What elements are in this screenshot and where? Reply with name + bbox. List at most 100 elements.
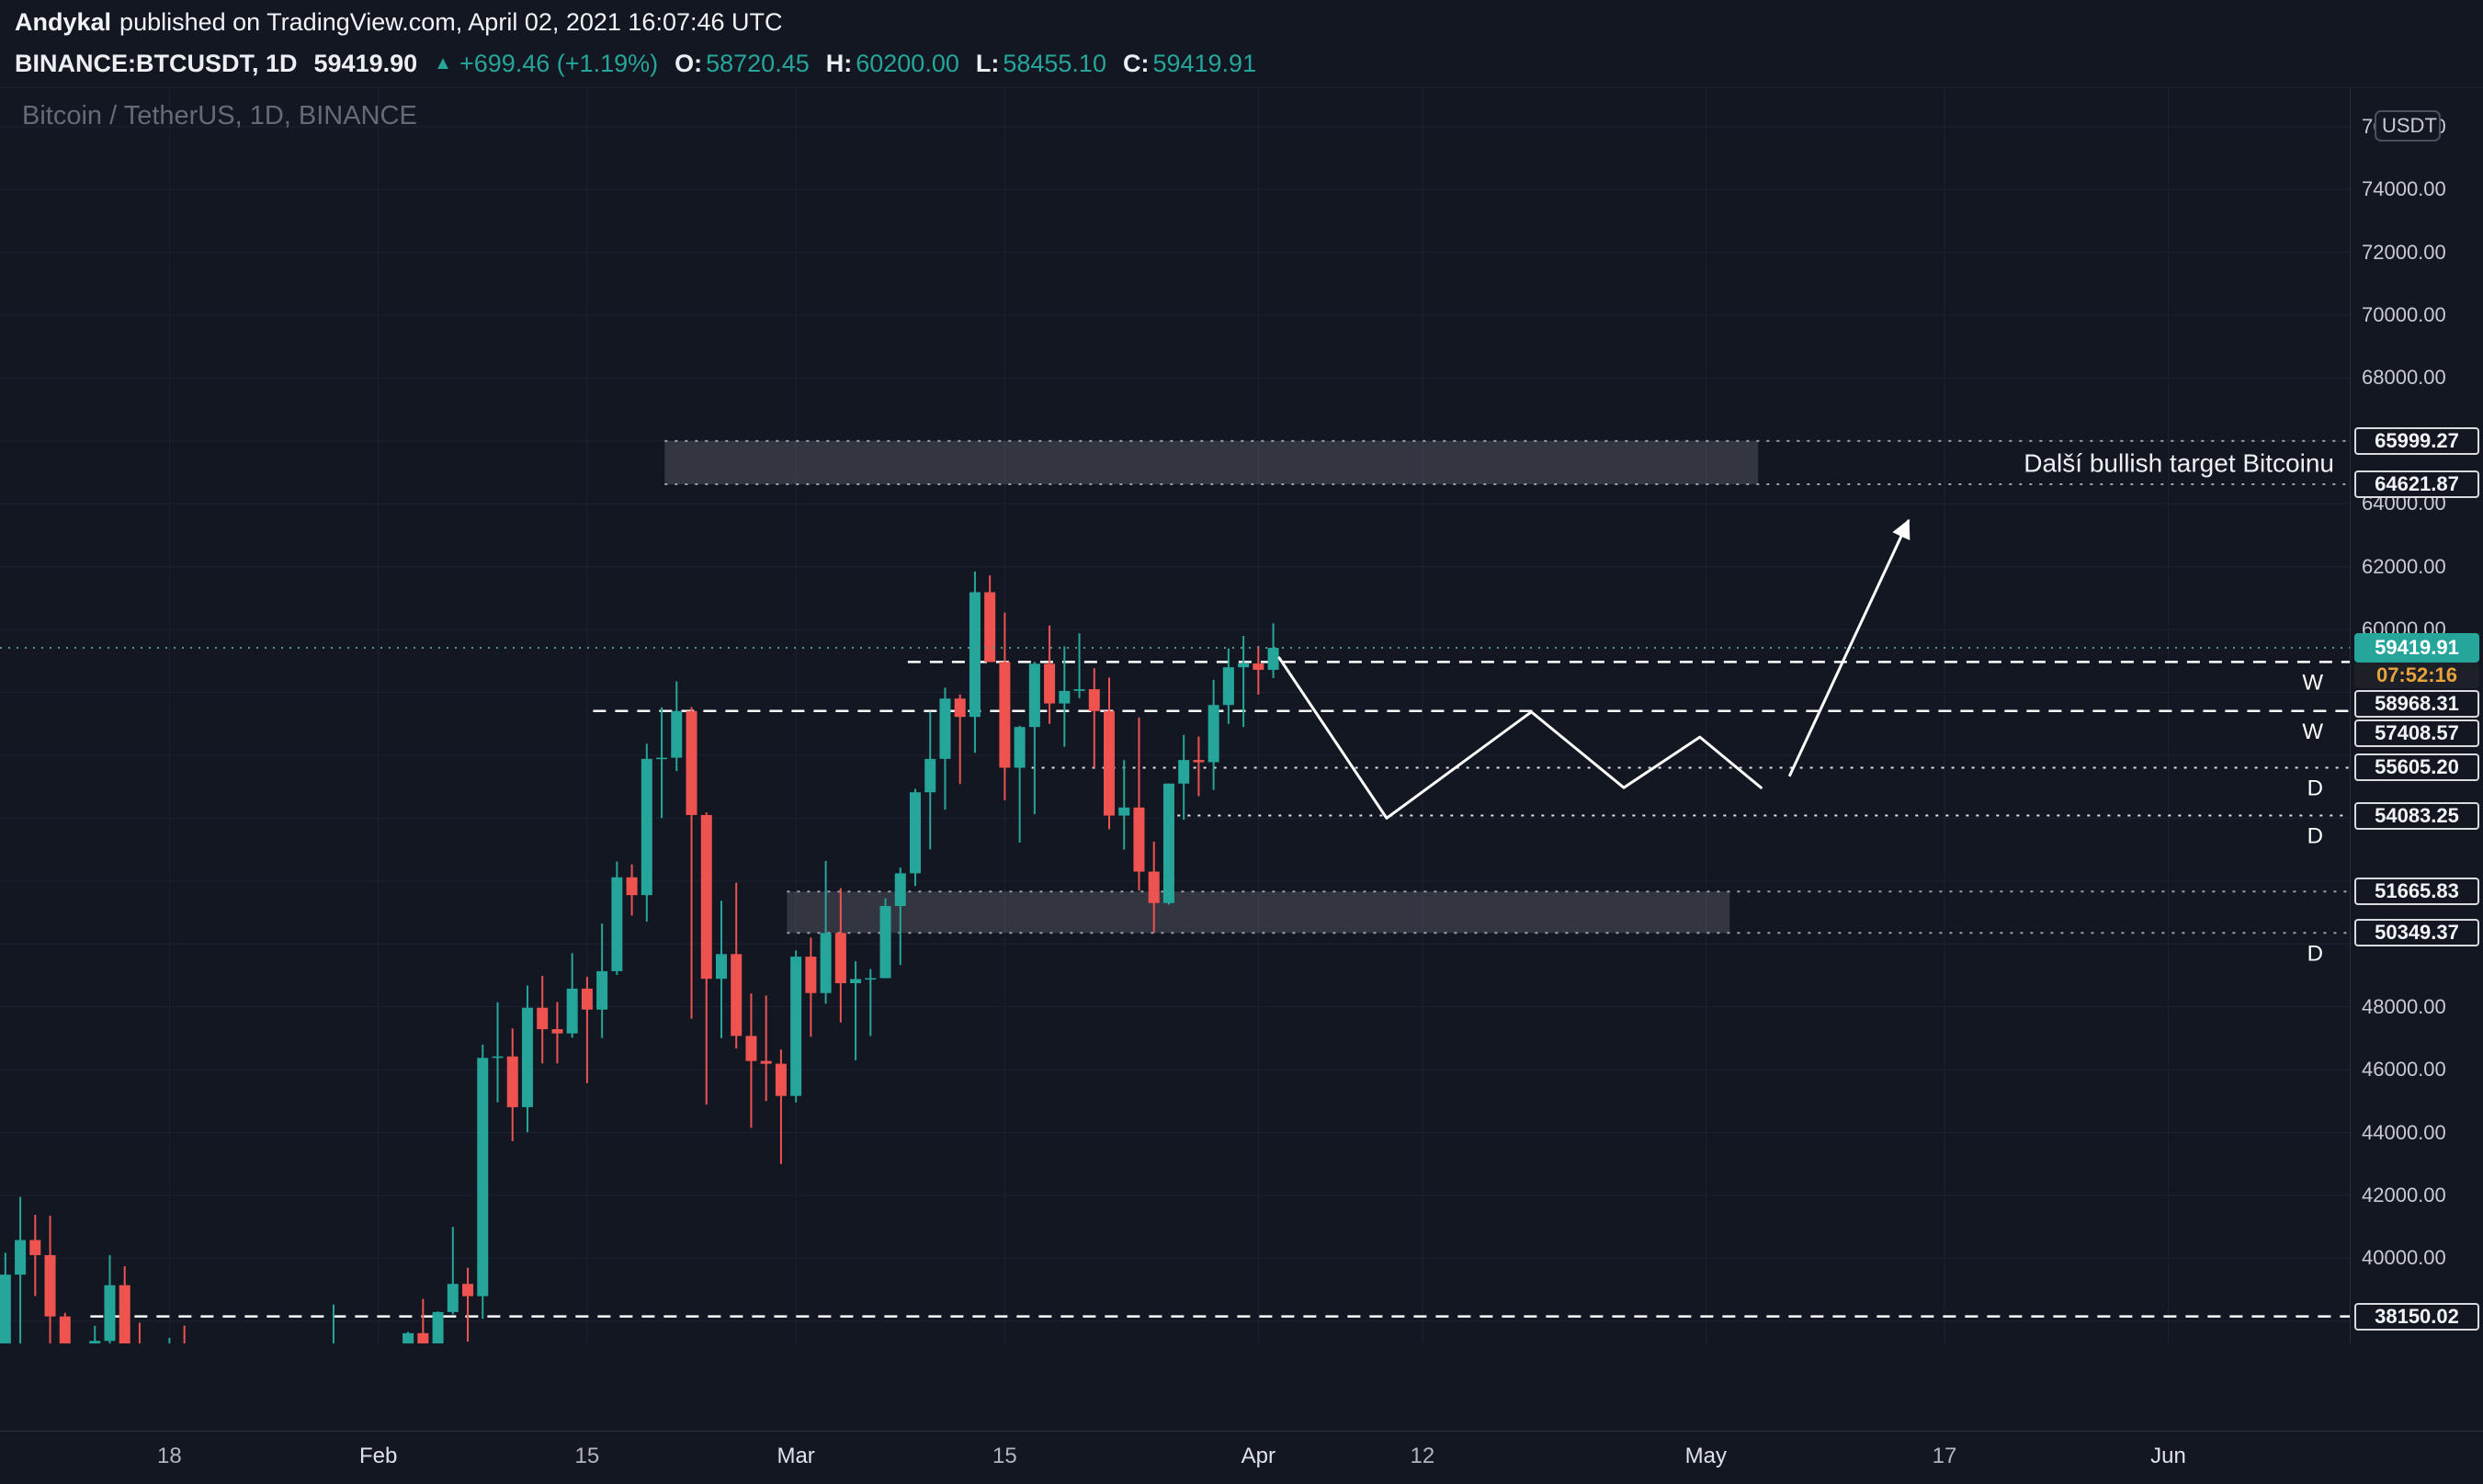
projection-zigzag[interactable]: [1277, 656, 1763, 820]
candle-body: [29, 1240, 41, 1255]
candle-body: [999, 662, 1011, 768]
price-tick-label: 44000.00: [2362, 1120, 2446, 1144]
candle-body: [44, 1254, 56, 1317]
candle-body: [1267, 647, 1279, 670]
candle-body: [402, 1332, 414, 1343]
change-value: +699.46 (+1.19%): [459, 50, 659, 77]
candle-body: [1133, 807, 1145, 872]
currency-unit-button[interactable]: USDT: [2375, 110, 2441, 142]
candle-body: [104, 1285, 116, 1342]
candle-body: [59, 1316, 71, 1343]
level-letter: D: [2307, 824, 2323, 849]
supply-demand-zone[interactable]: [664, 440, 1759, 485]
candle-body: [1253, 663, 1264, 670]
candle-body: [671, 710, 683, 758]
time-tick-label: May: [1684, 1444, 1727, 1468]
candle-body: [894, 873, 906, 906]
ohlc-high: H: 60200.00: [826, 50, 959, 78]
time-tick-label: Apr: [1241, 1444, 1276, 1468]
candle-body: [432, 1311, 444, 1343]
level-letter: W: [2302, 719, 2323, 744]
author-name[interactable]: Andykal: [15, 8, 112, 36]
level-price-badge: 51665.83: [2354, 878, 2479, 906]
candle-body: [1222, 667, 1234, 706]
price-tick-label: 48000.00: [2362, 994, 2446, 1018]
ohlc-open: O: 58720.45: [675, 50, 810, 78]
level-price-badge: 38150.02: [2354, 1302, 2479, 1331]
price-tick-label: 70000.00: [2362, 303, 2446, 326]
price-tick-label: 62000.00: [2362, 554, 2446, 578]
time-tick-label: Jun: [2150, 1444, 2186, 1468]
current-price-badge: 59419.91: [2354, 632, 2479, 663]
ohlc-label: O:: [675, 50, 703, 77]
ohlc-label: H:: [825, 50, 853, 77]
candle-body: [820, 933, 832, 993]
candle-body: [1162, 783, 1174, 903]
candle-body: [1238, 663, 1250, 668]
candle-body: [492, 1056, 504, 1059]
candle-body: [790, 957, 802, 1096]
candle-body: [686, 710, 697, 815]
price-tick-label: 40000.00: [2362, 1246, 2446, 1270]
candle-body: [805, 957, 817, 993]
candle-body: [89, 1341, 101, 1343]
candle-body: [1178, 760, 1190, 784]
zone-note: Další bullish target Bitcoinu: [2024, 448, 2334, 477]
symbol-title: BINANCE:BTCUSDT, 1D: [15, 50, 298, 77]
supply-demand-zone[interactable]: [787, 891, 1730, 934]
bar-countdown-badge: 07:52:16: [2354, 662, 2479, 688]
level-letter: D: [2307, 776, 2323, 800]
level-price-badge: 65999.27: [2354, 426, 2479, 455]
candle-body: [1059, 690, 1071, 704]
time-axis[interactable]: 18 Feb 15 Mar 15 Apr 12 May 17 Jun: [0, 1431, 2483, 1484]
price-tick-label: 46000.00: [2362, 1058, 2446, 1082]
candle-body: [1104, 710, 1116, 816]
candle-body: [1044, 663, 1056, 704]
candle-body: [521, 1007, 533, 1107]
candle-body: [462, 1284, 474, 1297]
symbol-info-bar: BINANCE:BTCUSDT, 1D 59419.90 ▲ +699.46 (…: [15, 50, 1256, 78]
candle-body: [910, 792, 922, 874]
ohlc-value: 59419.91: [1152, 50, 1257, 77]
candle-body: [119, 1285, 130, 1343]
candle-body: [700, 814, 712, 980]
candle-body: [1088, 689, 1100, 711]
candle-body: [954, 698, 966, 718]
up-arrow-icon: ▲: [434, 53, 452, 74]
price-tick-label: 74000.00: [2362, 177, 2446, 201]
candle-body: [1073, 689, 1085, 691]
candle-body: [731, 954, 743, 1037]
price-tick-label: 42000.00: [2362, 1183, 2446, 1206]
candle-body: [537, 1007, 549, 1030]
candle-body: [1014, 727, 1026, 768]
time-tick-label: Feb: [358, 1444, 398, 1468]
time-tick-label: Mar: [777, 1444, 815, 1468]
last-price: 59419.90: [313, 50, 418, 77]
candle-body: [566, 988, 578, 1034]
candle-body: [1148, 871, 1160, 903]
candle-body: [850, 979, 862, 983]
ohlc-label: C:: [1122, 50, 1150, 77]
ohlc-value: 58720.45: [706, 50, 810, 77]
candle-body: [939, 698, 951, 759]
candle-body: [1118, 807, 1130, 816]
time-tick-label: 15: [992, 1444, 1017, 1468]
candle-body: [745, 1036, 757, 1061]
candle-body: [924, 758, 936, 793]
level-price-badge: 54083.25: [2354, 801, 2479, 830]
tradingview-published-chart: { "publish_bar": { "author": "Andykal", …: [0, 8, 2483, 1468]
projection-arrow[interactable]: [1787, 518, 1910, 777]
level-price-badge: 64621.87: [2354, 470, 2479, 498]
time-tick-label: 18: [157, 1444, 182, 1468]
candle-body: [506, 1056, 518, 1107]
ohlc-close: C: 59419.91: [1123, 50, 1256, 78]
level-letter: W: [2302, 670, 2323, 695]
ohlc-label: L:: [975, 50, 1000, 77]
ohlc-low: L: 58455.10: [976, 50, 1106, 78]
price-axis[interactable]: USDT 76000.0074000.0072000.0070000.00680…: [2350, 88, 2483, 1343]
candle-body: [1028, 663, 1040, 728]
publish-info: published on TradingView.com, April 02, …: [119, 8, 783, 36]
candle-body: [1193, 760, 1205, 763]
candle-body: [0, 1274, 11, 1343]
